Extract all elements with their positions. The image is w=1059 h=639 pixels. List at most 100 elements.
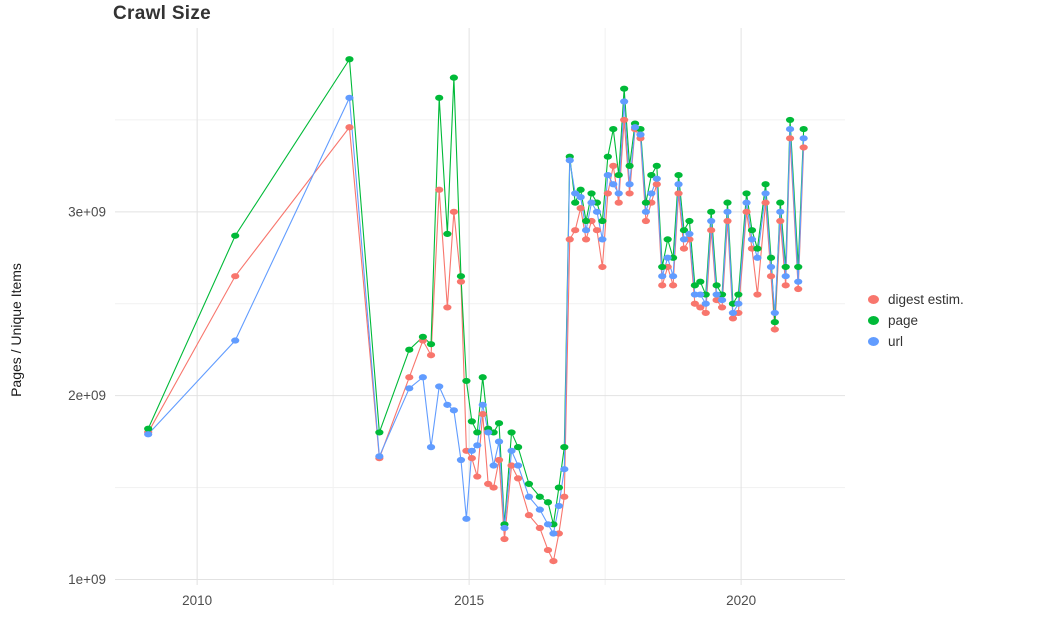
data-point-url <box>781 273 790 280</box>
data-point-page <box>560 444 569 451</box>
data-point-url <box>524 493 534 500</box>
data-point-url <box>494 438 504 445</box>
data-point-digest-estim- <box>592 227 602 234</box>
data-point-url <box>587 199 596 206</box>
data-point-page <box>507 429 516 436</box>
data-point-page <box>144 425 153 432</box>
data-point-page <box>494 420 504 427</box>
data-point-url <box>513 462 523 469</box>
data-point-url <box>625 181 634 188</box>
data-point-page <box>231 232 240 239</box>
data-point-page <box>535 493 544 500</box>
data-point-url <box>473 442 482 449</box>
data-point-page <box>647 171 656 179</box>
data-point-digest-estim- <box>484 480 493 487</box>
data-point-page <box>712 282 721 289</box>
data-point-page <box>524 480 534 487</box>
data-point-page <box>679 227 689 234</box>
data-point-page <box>456 273 466 280</box>
data-point-page <box>576 186 585 193</box>
x-tick-label: 2020 <box>726 593 756 608</box>
data-point-digest-estim- <box>770 326 779 333</box>
data-point-page <box>652 162 661 169</box>
data-point-page <box>435 94 444 101</box>
data-point-digest-estim- <box>723 217 732 225</box>
data-point-url <box>652 175 661 182</box>
legend-key-page-dot <box>868 316 879 325</box>
data-point-url <box>467 447 476 454</box>
data-point-url <box>500 524 509 532</box>
data-point-url <box>658 273 667 280</box>
data-point-page <box>478 374 487 381</box>
data-point-url <box>799 135 808 142</box>
data-point-url <box>554 502 563 510</box>
data-point-page <box>554 484 563 491</box>
data-point-digest-estim- <box>701 309 710 317</box>
data-point-page <box>785 116 795 124</box>
series-line-digest-estim- <box>147 119 805 563</box>
data-point-url <box>723 208 732 215</box>
data-point-page <box>674 171 683 179</box>
data-point-url <box>489 462 498 469</box>
data-point-digest-estim- <box>652 181 661 188</box>
data-point-url <box>549 530 558 537</box>
data-point-digest-estim- <box>565 236 574 243</box>
data-point-url <box>426 444 436 451</box>
data-point-url <box>405 385 414 392</box>
data-point-page <box>641 199 651 206</box>
data-point-page <box>685 217 694 225</box>
data-point-url <box>581 227 591 234</box>
data-point-digest-estim- <box>426 352 436 359</box>
data-point-digest-estim- <box>489 484 498 491</box>
data-point-url <box>785 126 795 133</box>
data-point-page <box>449 74 458 81</box>
series-line-url <box>147 95 805 536</box>
data-point-digest-estim- <box>560 493 569 500</box>
data-point-page <box>707 208 716 215</box>
data-point-digest-estim- <box>690 300 699 307</box>
data-point-page <box>723 199 732 206</box>
data-point-url <box>484 429 493 436</box>
data-point-url <box>507 447 516 454</box>
data-point-url <box>685 230 694 237</box>
data-point-digest-estim- <box>581 236 591 243</box>
data-point-page <box>581 217 591 225</box>
data-point-digest-estim- <box>766 273 776 280</box>
data-point-page <box>405 346 414 353</box>
legend-item-page: page <box>868 310 964 331</box>
data-point-page <box>781 263 790 271</box>
data-point-digest-estim- <box>781 282 790 289</box>
data-point-digest-estim- <box>500 535 509 543</box>
series-line-page <box>147 57 805 525</box>
data-point-digest-estim- <box>443 304 452 311</box>
data-point-page <box>473 429 482 436</box>
data-point-page <box>462 377 471 385</box>
data-point-digest-estim- <box>728 315 738 322</box>
data-point-page <box>571 199 580 206</box>
legend-label-page: page <box>888 313 919 328</box>
data-point-digest-estim- <box>478 410 487 418</box>
data-point-url <box>609 181 618 188</box>
data-point-digest-estim- <box>717 304 727 311</box>
data-point-page <box>663 236 672 243</box>
data-point-digest-estim- <box>761 199 770 206</box>
data-point-url <box>669 273 678 280</box>
legend-label-digest-estim: digest estim. <box>888 292 964 307</box>
data-point-digest-estim- <box>669 282 678 289</box>
data-point-digest-estim- <box>576 205 585 212</box>
data-point-digest-estim- <box>543 546 553 554</box>
data-point-digest-estim- <box>473 473 482 480</box>
data-point-page <box>761 181 770 188</box>
data-point-page <box>426 341 436 348</box>
legend-label-url: url <box>888 334 904 349</box>
data-point-digest-estim- <box>405 374 414 381</box>
data-point-url <box>543 521 553 528</box>
data-point-url <box>603 171 612 179</box>
data-point-url <box>614 190 623 197</box>
data-point-digest-estim- <box>598 263 607 271</box>
data-point-digest-estim- <box>609 162 618 169</box>
legend-item-digest-estim: digest estim. <box>868 289 964 310</box>
data-point-digest-estim- <box>467 455 476 462</box>
data-point-url <box>592 208 602 215</box>
